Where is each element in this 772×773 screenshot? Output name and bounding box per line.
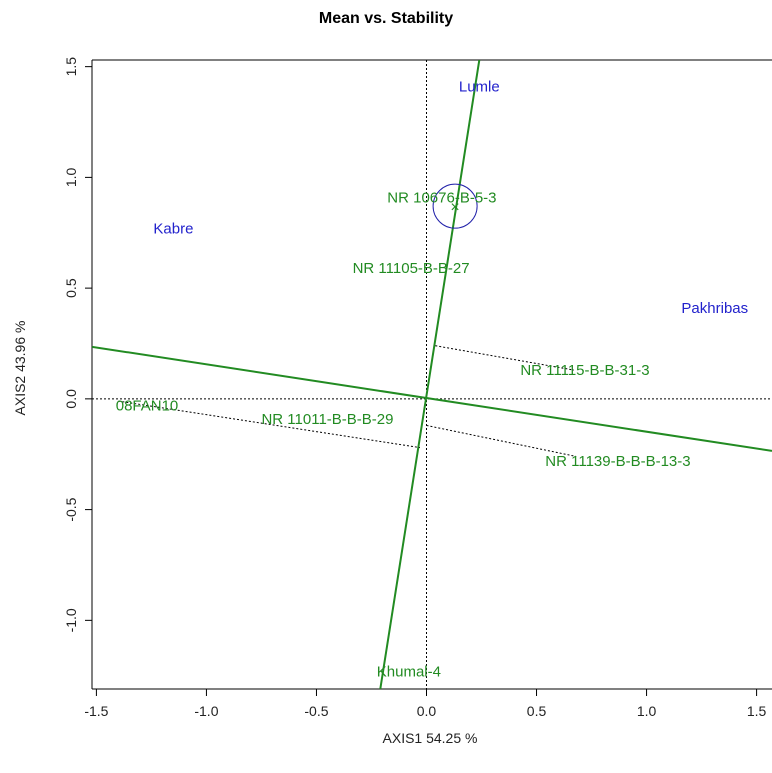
aec-ordinate <box>379 60 481 689</box>
chart-title: Mean vs. Stability <box>318 10 454 27</box>
x-axis-label: AXIS1 54.25 % <box>382 730 478 746</box>
genotype-label: NR 11011-B-B-B-29 <box>261 411 393 428</box>
aec-abscissa <box>92 345 772 452</box>
environment-label: Lumle <box>459 79 500 96</box>
average-environment-marker: × <box>432 183 478 229</box>
average-environment-marker-label: × <box>450 199 459 216</box>
y-tick-label: 0.0 <box>63 389 79 409</box>
genotype-label: NR 11139-B-B-B-13-3 <box>545 453 690 470</box>
projection-line-2 <box>426 424 577 457</box>
genotype-label: Khumal-4 <box>377 663 441 680</box>
genotype-label: NR 11105-B-B-27 <box>353 260 470 277</box>
y-tick-label: 1.0 <box>63 167 79 187</box>
x-tick-label: -1.0 <box>194 703 218 719</box>
genotype-label: NR 10676-B-5-3 <box>387 189 496 206</box>
point-labels: Lumle Kabre Pakhribas NR 10676-B-5-3 NR 1110… <box>116 79 748 681</box>
genotype-label: NR 11115-B-B-31-3 <box>520 362 649 379</box>
environment-label: Pakhribas <box>681 300 748 317</box>
y-tick-label: 0.5 <box>63 278 79 298</box>
y-tick-label: -1.0 <box>63 608 79 632</box>
x-tick-label: 1.5 <box>747 703 767 719</box>
x-tick-label: -0.5 <box>304 703 328 719</box>
axis-ticks: -1.5 -1.0 -0.5 0.0 0.5 1.0 1.5 -1.0 -0.5 0.0 0.5 1.… <box>63 57 767 719</box>
y-tick-label: -0.5 <box>63 497 79 521</box>
average-environment-circle <box>432 183 478 229</box>
x-tick-label: -1.5 <box>84 703 108 719</box>
x-tick-label: 0.5 <box>527 703 547 719</box>
y-tick-label: 1.5 <box>63 57 79 77</box>
projection-line-1 <box>435 345 575 371</box>
reference-lines <box>92 60 772 689</box>
aec-lines <box>92 60 772 689</box>
x-tick-label: 0.0 <box>417 703 437 719</box>
y-axis-label: AXIS2 43.96 % <box>12 320 28 416</box>
projection-line-0 <box>118 400 420 449</box>
x-tick-label: 1.0 <box>637 703 657 719</box>
projection-lines <box>118 345 577 457</box>
genotype-label: 08FAN10 <box>116 398 179 415</box>
environment-label: Kabre <box>153 220 193 237</box>
plot-frame <box>91 59 772 690</box>
